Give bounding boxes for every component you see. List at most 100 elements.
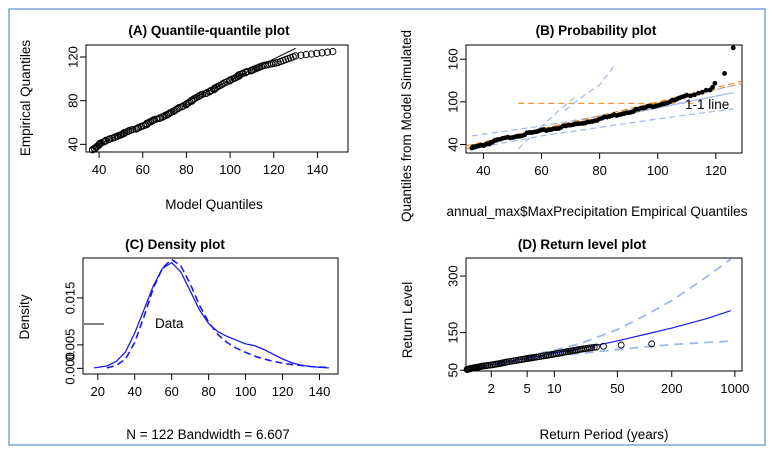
prob-point <box>703 87 709 93</box>
y-tick-label: 80 <box>65 93 80 107</box>
prob-point <box>696 90 701 96</box>
return-point <box>599 342 607 350</box>
prob-legend-label: 1-1 line <box>685 97 729 112</box>
qq-point <box>113 132 121 141</box>
return-point <box>648 340 656 348</box>
return-line-upper-ci <box>465 258 732 370</box>
prob-ylabel: Quantiles from Model Simulated <box>399 30 414 222</box>
qq-point <box>329 47 337 56</box>
prob-point <box>710 84 715 90</box>
qq-point <box>323 48 332 56</box>
density-plot-box <box>82 257 339 375</box>
qq-point <box>307 50 316 58</box>
prob-point <box>699 89 705 95</box>
x-tick-label: 80 <box>592 163 606 178</box>
qq-point <box>101 137 109 145</box>
qq-point <box>191 94 199 102</box>
return-title: (D) Return level plot <box>518 237 647 252</box>
prob-point <box>712 80 718 86</box>
qq-point <box>145 119 153 127</box>
y-tick-label: 40 <box>65 137 80 151</box>
qq-point <box>205 88 213 96</box>
x-tick-label: 120 <box>272 384 294 399</box>
x-tick-label: 50 <box>610 381 624 396</box>
x-tick-label: 1000 <box>720 381 749 396</box>
y-tick-label: 100 <box>445 91 460 113</box>
return-point <box>508 357 516 365</box>
qq-point <box>302 51 310 59</box>
density-title: (C) Density plot <box>125 237 225 252</box>
panel-qq: (A) Quantile-quantile plot Model Quantil… <box>18 23 349 212</box>
x-tick-label: 10 <box>547 381 561 396</box>
qq-point <box>297 51 305 59</box>
qq-point <box>234 71 242 79</box>
qq-axes: 40 60 80 100 120 140 40 80 120 <box>65 46 328 177</box>
qq-point <box>174 104 182 113</box>
qq-point <box>166 109 174 117</box>
prob-point <box>730 45 736 51</box>
prob-marks <box>465 45 743 151</box>
panel-return-level: (D) Return level plot Return Period (yea… <box>400 237 749 442</box>
qq-ylabel: Empirical Quantiles <box>18 40 33 157</box>
return-xlabel: Return Period (years) <box>539 427 668 442</box>
x-tick-label: 140 <box>307 162 329 177</box>
panel-probability: (B) Probability plot annual_max$MaxPreci… <box>399 23 748 222</box>
density-legend-label: Data <box>155 316 184 331</box>
y-tick-label: 120 <box>65 46 80 68</box>
qq-point <box>318 49 326 57</box>
prob-xlabel: annual_max$MaxPrecipitation Empirical Qu… <box>447 204 748 219</box>
qq-point <box>164 110 172 119</box>
qq-point <box>198 90 207 98</box>
x-tick-label: 60 <box>164 384 178 399</box>
panel-density: (C) Density plot N = 122 Bandwidth = 6.6… <box>17 237 339 442</box>
return-point <box>503 358 511 366</box>
y-tick-label: 160 <box>445 48 460 70</box>
prob-axes: 40 60 80 100 120 40 100 160 <box>445 48 726 178</box>
qq-point <box>313 49 321 58</box>
qq-plot-box <box>85 44 349 153</box>
x-tick-label: 5 <box>524 381 531 396</box>
density-line-Model <box>106 258 329 369</box>
return-marks <box>463 258 732 373</box>
y-tick-label: 0.000 <box>62 352 77 385</box>
x-tick-label: 40 <box>128 384 142 399</box>
y-tick-label: 50 <box>445 363 460 377</box>
x-tick-label: 60 <box>136 162 150 177</box>
x-tick-label: 100 <box>235 384 257 399</box>
x-tick-label: 80 <box>179 162 193 177</box>
x-tick-label: 20 <box>91 384 105 399</box>
return-point <box>505 358 513 366</box>
qq-point <box>219 80 227 88</box>
return-line-estimate <box>465 310 731 371</box>
qq-point <box>291 52 300 60</box>
return-point <box>590 343 598 351</box>
return-plot-box <box>465 257 743 372</box>
qq-xlabel: Model Quantiles <box>165 197 263 212</box>
qq-marks <box>88 47 337 154</box>
x-tick-label: 100 <box>219 162 241 177</box>
return-point <box>533 353 541 361</box>
y-tick-label: 0.015 <box>62 282 77 315</box>
return-point <box>588 344 596 352</box>
qq-title: (A) Quantile-quantile plot <box>128 23 290 38</box>
figure-border <box>8 8 766 446</box>
y-tick-label: 40 <box>445 137 460 151</box>
prob-line-spur-lower <box>517 95 577 150</box>
x-tick-label: 140 <box>309 384 331 399</box>
x-tick-label: 40 <box>92 162 106 177</box>
y-tick-label: 0.005 <box>62 329 77 362</box>
prob-point <box>692 92 697 98</box>
density-marks <box>94 258 329 369</box>
qq-point <box>170 107 178 115</box>
x-tick-label: 120 <box>263 162 285 177</box>
x-tick-label: 60 <box>534 163 548 178</box>
return-axes: 2 5 10 50 200 1000 50 150 300 <box>445 265 749 396</box>
y-tick-label: 300 <box>445 265 460 287</box>
x-tick-label: 80 <box>201 384 215 399</box>
return-line-lower-ci <box>465 340 731 372</box>
prob-point <box>722 71 727 76</box>
prob-title: (B) Probability plot <box>536 23 657 38</box>
qq-point <box>148 117 156 125</box>
